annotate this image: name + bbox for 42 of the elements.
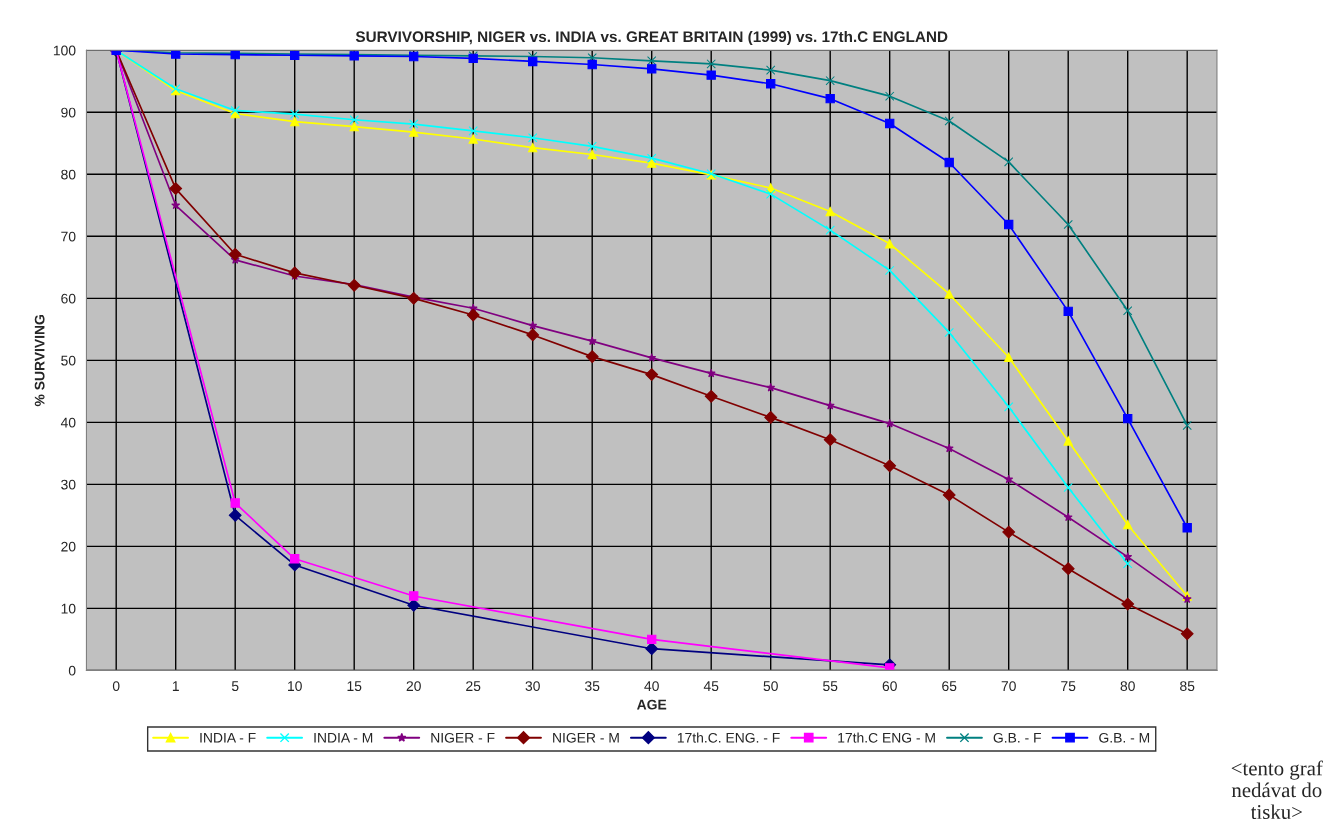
x-tick-label: 40 [644,681,659,692]
y-tick-label: 20 [61,541,76,552]
y-tick-label: 40 [60,417,76,428]
y-axis-title: % SURVIVING [34,315,45,407]
x-tick-label: 55 [823,681,838,692]
x-tick-label: 45 [703,681,719,692]
x-tick-label: 25 [466,681,481,692]
x-tick-label: 35 [585,681,600,692]
x-tick-label: 15 [347,681,362,692]
x-tick-label: 1 [172,681,179,691]
x-tick-label: 60 [882,681,897,692]
text: <tento graf nedávat do tisku> [1231,760,1323,820]
x-tick-label: 75 [1061,681,1076,692]
y-tick-label: 0 [68,665,76,676]
x-tick-label: 65 [942,681,957,692]
y-tick-label: 70 [61,231,76,242]
y-tick-label: 30 [61,479,76,490]
legend-label: G.B. - M [1099,732,1150,743]
y-tick-label: 10 [61,603,76,614]
legend-label: INDIA - M [314,733,373,743]
legend-label: INDIA - F [200,733,256,743]
y-tick-label: 80 [61,169,76,180]
y-tick-label: 90 [61,107,76,118]
legend-label: NIGER - F [431,732,495,743]
legend-label: NIGER - M [553,732,619,743]
x-tick-label: 30 [525,681,540,692]
x-tick-label: 10 [288,681,302,692]
legend-label: 17th.C. ENG. - F [677,732,780,743]
x-tick-label: 0 [112,681,120,692]
x-tick-label: 80 [1120,681,1135,692]
legend-label: 17th.C ENG - M [838,732,935,743]
y-tick-label: 60 [61,293,76,304]
x-tick-label: 5 [231,681,239,692]
y-tick-label: 100 [53,45,76,56]
chart-title: SURVIVORSHIP, NIGER vs. INDIA vs. GREAT BRITAIN (1999) vs. 17th.C ENGLAND [355,30,948,46]
x-axis-title: AGE [637,699,667,710]
x-tick-label: 70 [1001,681,1016,692]
x-tick-label: 85 [1180,681,1195,692]
y-tick-label: 50 [61,355,76,366]
x-tick-label: 50 [763,681,778,692]
x-tick-label: 20 [406,681,421,692]
legend-label: G.B. - F [993,732,1041,743]
